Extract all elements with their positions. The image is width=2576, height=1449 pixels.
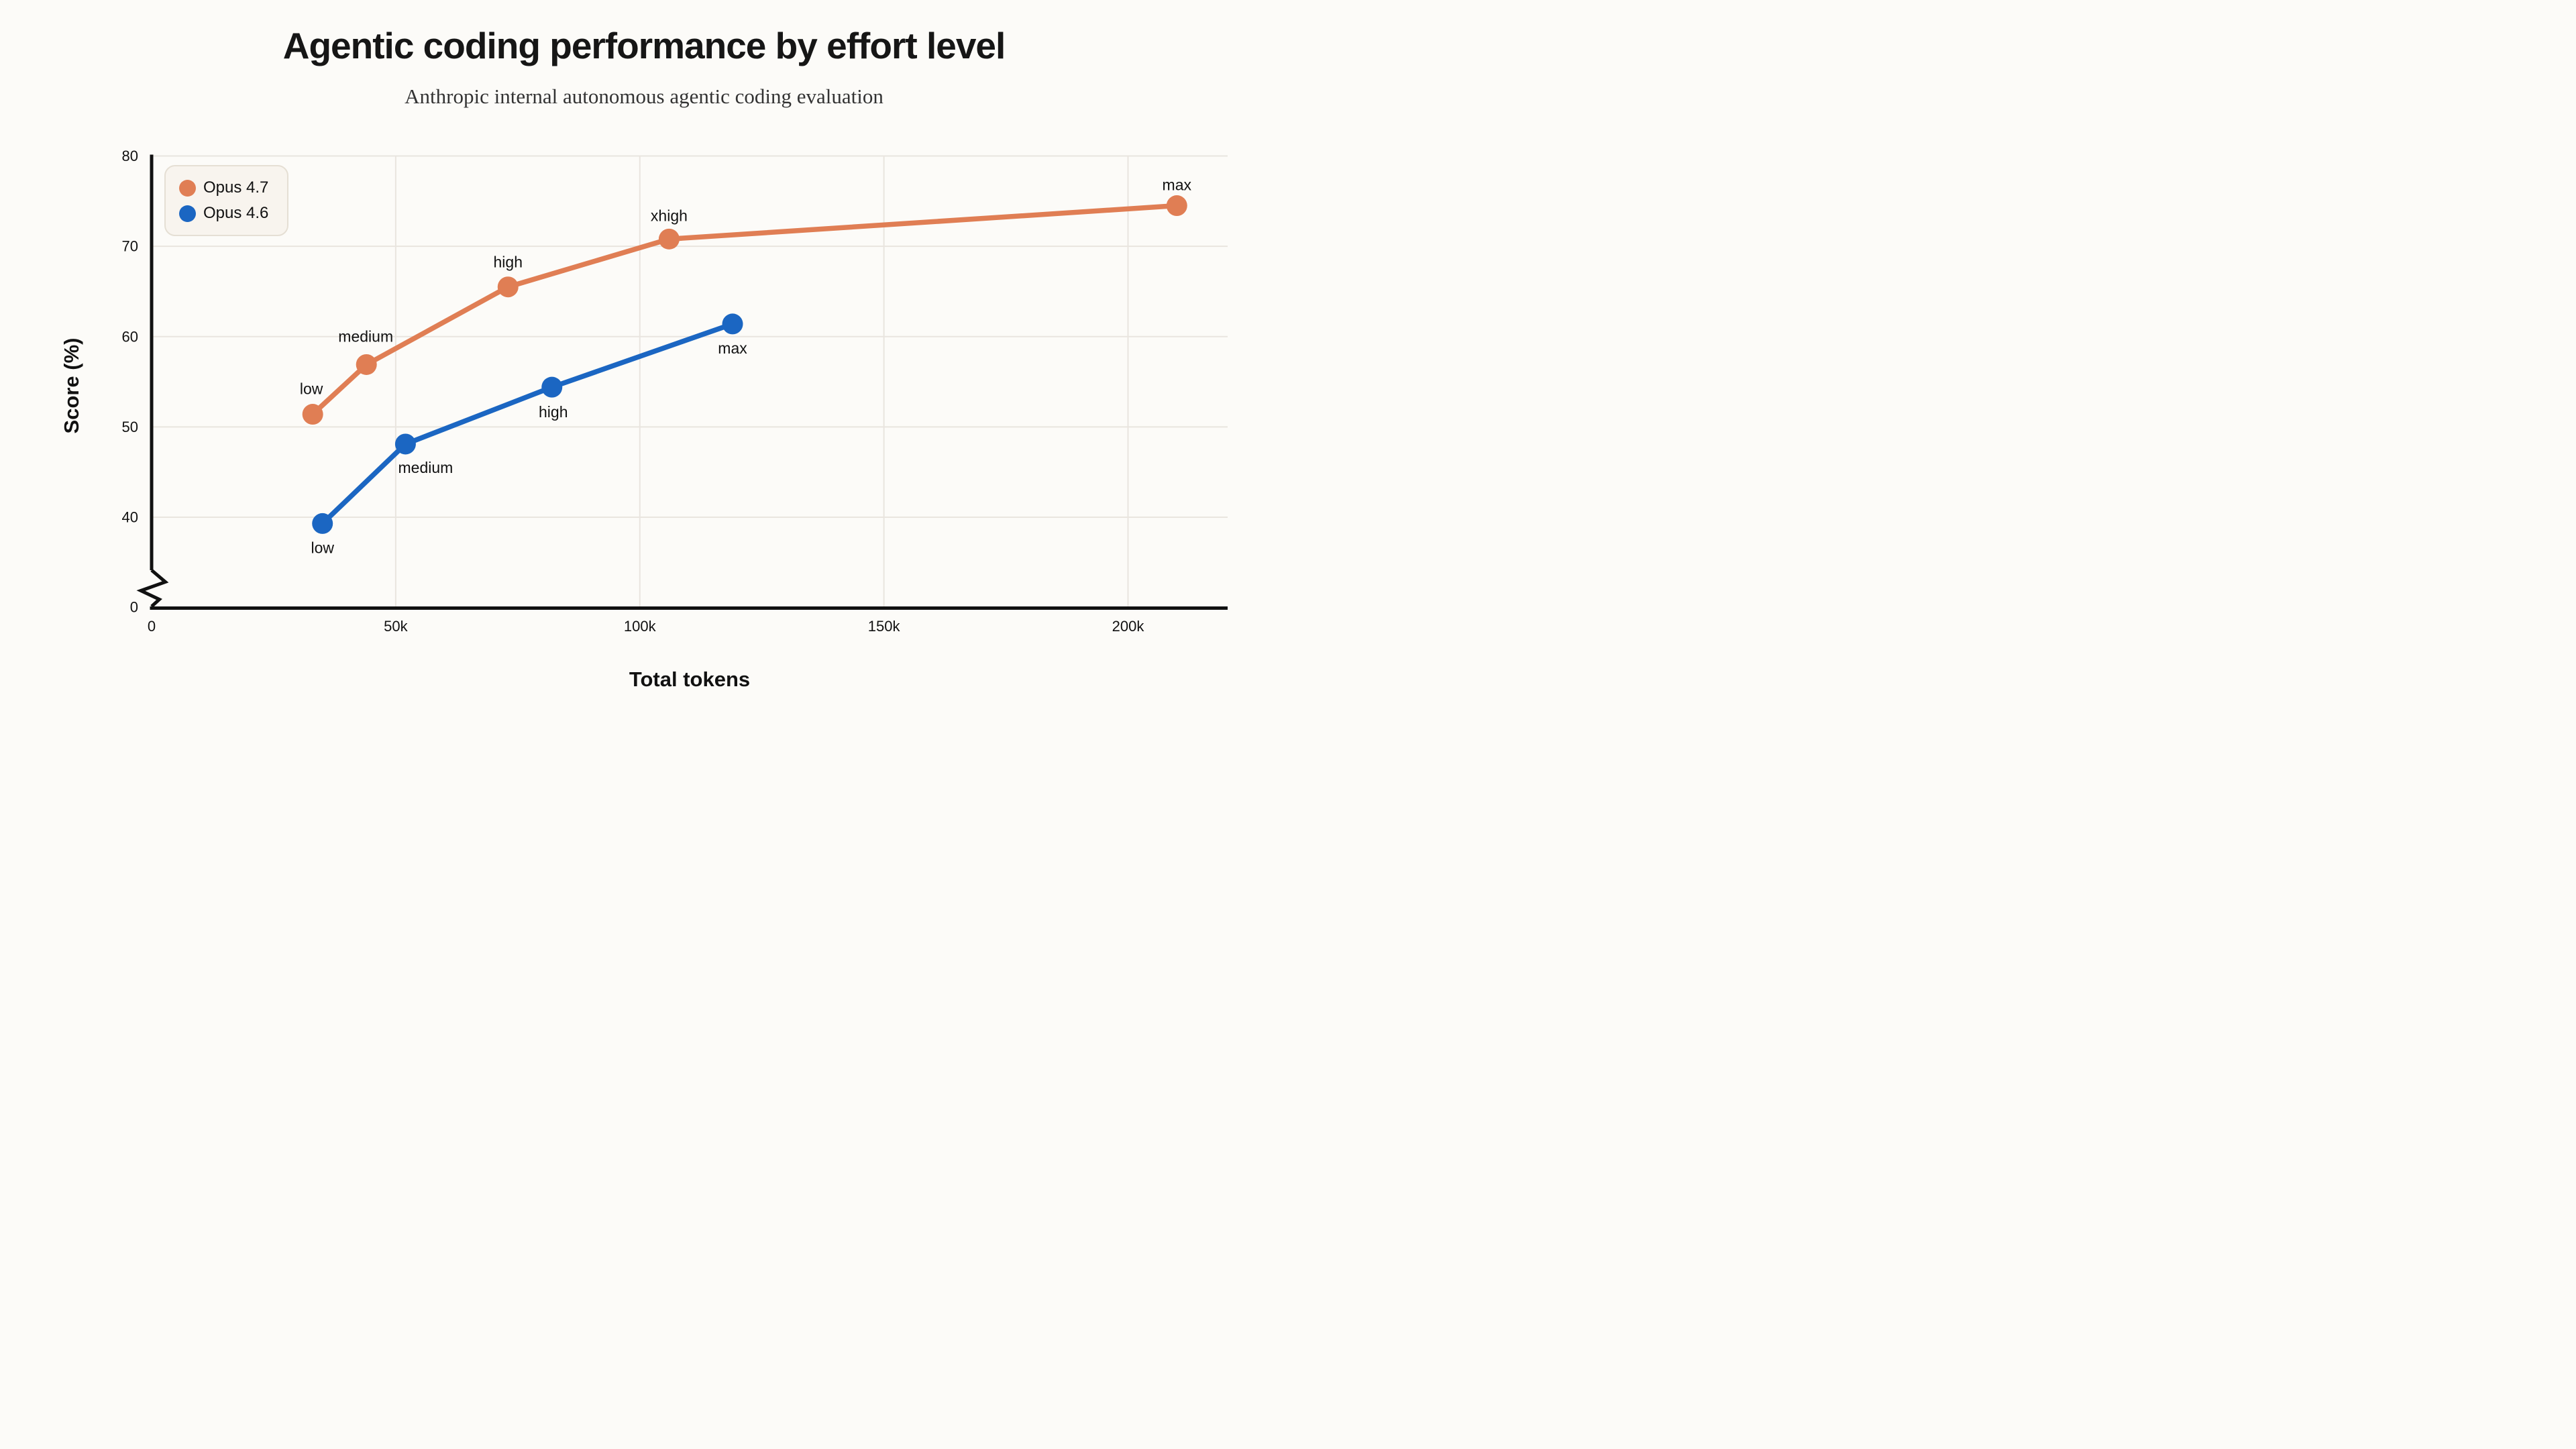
chart-canvas: Agentic coding performance by effort lev…	[0, 0, 1288, 724]
legend-label-opus-4-6: Opus 4.6	[203, 204, 269, 222]
data-point-opus-4-6-medium	[394, 433, 416, 455]
data-point-opus-4-6-low	[312, 513, 333, 534]
data-point-opus-4-7-xhigh	[658, 228, 680, 250]
legend-dot-opus-4-7-icon	[179, 179, 196, 197]
legend-item-opus-4-7: Opus 4.7	[179, 178, 287, 197]
x-tick-label-0: 0	[148, 618, 156, 635]
legend: Opus 4.7 Opus 4.6	[164, 165, 288, 236]
chart-title: Agentic coding performance by effort lev…	[282, 25, 1006, 66]
data-point-opus-4-7-low	[302, 404, 323, 425]
x-axis-title: Total tokens	[629, 667, 750, 691]
x-tick-label-200k: 200k	[1112, 618, 1145, 635]
y-tick-label-50: 50	[122, 419, 138, 435]
data-point-opus-4-6-high	[541, 376, 563, 398]
y-tick-label-70: 70	[122, 238, 138, 255]
point-label-opus-4-6-max: max	[718, 339, 747, 357]
point-label-opus-4-7-high: high	[494, 254, 523, 271]
y-axis-title: Score (%)	[60, 338, 83, 434]
data-point-opus-4-6-max	[722, 313, 743, 335]
point-label-opus-4-7-medium: medium	[338, 327, 393, 345]
chart-subtitle: Anthropic internal autonomous agentic co…	[405, 85, 883, 108]
data-point-opus-4-7-medium	[356, 354, 377, 375]
data-point-opus-4-7-high	[497, 276, 519, 298]
legend-item-opus-4-6: Opus 4.6	[179, 205, 287, 222]
line-chart: 80 70 60 50 40 00 50k 100k 150k 200k Total tokens S…	[60, 148, 1228, 691]
point-label-opus-4-7-max: max	[1163, 176, 1192, 194]
legend-label-opus-4-7: Opus 4.7	[203, 178, 269, 197]
axis-break-icon	[136, 569, 169, 608]
point-label-opus-4-7-low: low	[300, 380, 323, 398]
point-label-opus-4-6-high: high	[539, 403, 568, 421]
data-point-opus-4-7-max	[1166, 195, 1187, 217]
y-tick-label-40: 40	[122, 509, 138, 526]
y-tick-label-0: 0	[130, 599, 138, 616]
x-tick-label-100k: 100k	[624, 618, 657, 635]
x-tick-label-150k: 150k	[868, 618, 901, 635]
point-label-opus-4-6-medium: medium	[398, 459, 453, 476]
y-tick-label-60: 60	[122, 328, 138, 345]
x-tick-label-50k: 50k	[384, 618, 408, 635]
point-label-opus-4-6-low: low	[311, 539, 334, 556]
series-line-opus-4-6	[319, 321, 735, 527]
legend-dot-opus-4-6-icon	[179, 205, 196, 222]
series-line-opus-4-7	[310, 203, 1180, 417]
point-label-opus-4-7-xhigh: xhigh	[651, 207, 688, 224]
y-tick-label-80: 80	[122, 148, 138, 164]
